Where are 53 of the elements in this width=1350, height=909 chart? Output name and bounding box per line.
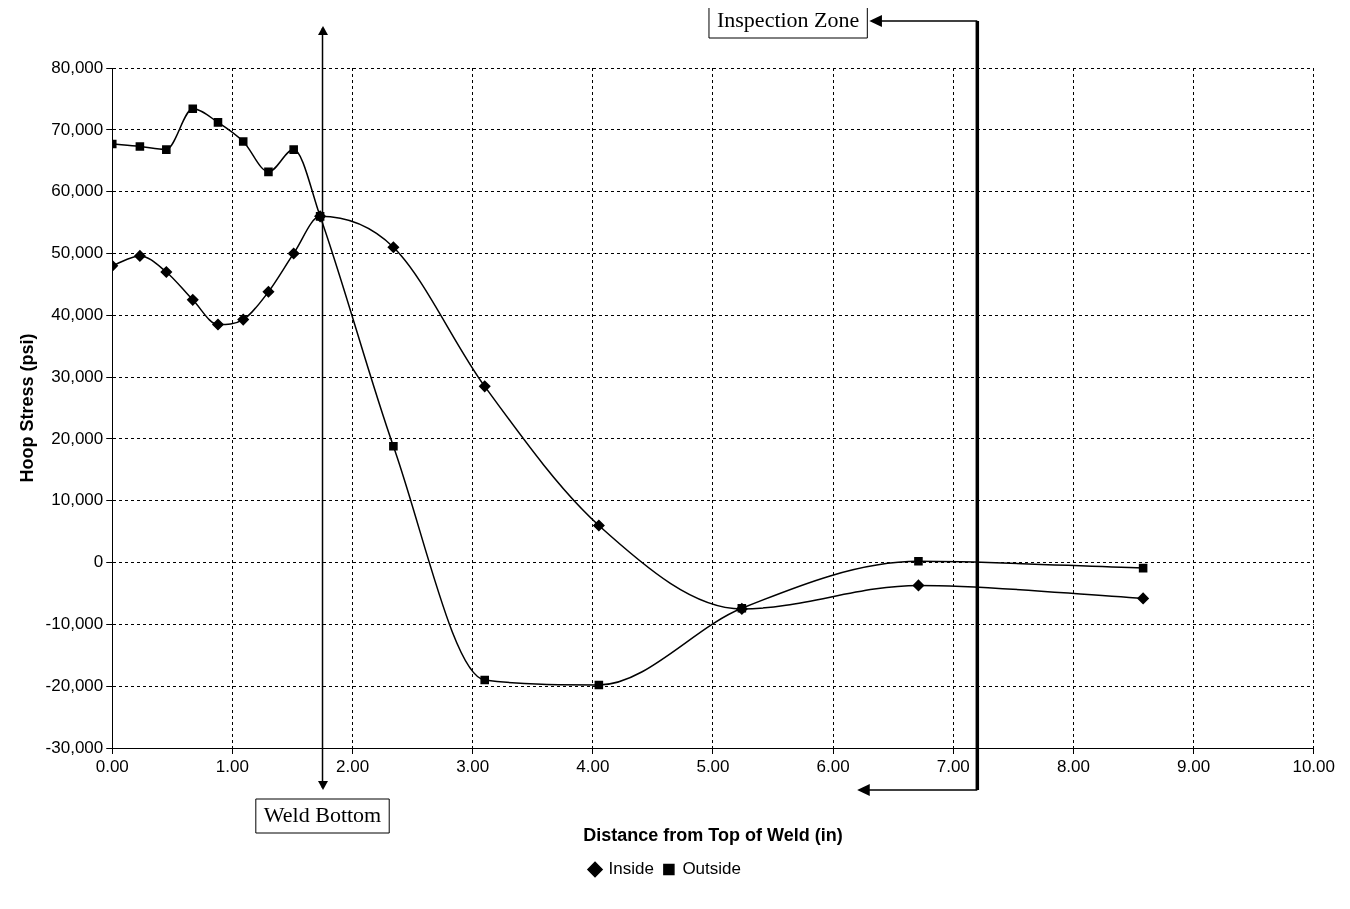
point — [912, 579, 925, 592]
y-tick-label: -10,000 — [45, 614, 104, 634]
point — [188, 104, 198, 114]
point — [914, 557, 923, 566]
point — [389, 442, 398, 451]
point — [1138, 563, 1148, 573]
y-tick-label: -20,000 — [45, 675, 104, 695]
ref-line-label: Weld Bottom — [263, 801, 382, 827]
y-tick-label: 80,000 — [51, 57, 104, 77]
point — [387, 241, 400, 254]
x-tick-label: 3.00 — [456, 756, 490, 776]
point — [594, 680, 604, 690]
x-tick-label: 10.00 — [1292, 756, 1335, 776]
x-tick-label: 4.00 — [576, 756, 610, 776]
y-tick-label: 40,000 — [51, 304, 104, 324]
x-tick-label: 6.00 — [816, 756, 850, 776]
point — [289, 145, 298, 154]
ref-line-label: Inspection Zone — [716, 6, 860, 32]
y-tick-label: 0 — [93, 552, 104, 572]
point — [237, 313, 249, 326]
y-tick-label: 30,000 — [51, 366, 104, 386]
x-tick-label: 8.00 — [1056, 756, 1090, 776]
point — [287, 247, 300, 260]
point — [187, 294, 199, 306]
legend-label: Inside — [608, 859, 654, 879]
y-tick-label: 10,000 — [51, 490, 104, 510]
x-tick-label: 5.00 — [696, 756, 730, 776]
x-tick-label: 9.00 — [1177, 756, 1211, 776]
y-tick-label: -30,000 — [45, 737, 104, 757]
point — [162, 145, 171, 154]
x-tick-label: 2.00 — [336, 756, 370, 776]
legend-label: Outside — [682, 859, 741, 879]
y-tick-label: 60,000 — [51, 181, 104, 201]
point — [135, 142, 145, 151]
y-axis-title: Hoop Stress (psi) — [16, 333, 37, 483]
point — [262, 286, 275, 298]
point — [238, 137, 248, 146]
point — [212, 318, 224, 331]
point — [160, 266, 173, 278]
y-tick-label: 20,000 — [51, 428, 104, 448]
point — [264, 167, 273, 177]
x-axis-title: Distance from Top of Weld (in) — [583, 825, 843, 846]
point — [480, 675, 489, 685]
y-tick-label: 70,000 — [51, 119, 104, 139]
point — [134, 250, 146, 262]
point — [478, 380, 491, 393]
point — [213, 118, 223, 127]
point — [593, 519, 605, 532]
point — [1137, 592, 1149, 605]
x-tick-label: 7.00 — [936, 756, 970, 776]
x-tick-label: 1.00 — [215, 756, 249, 776]
x-tick-label: 0.00 — [95, 756, 129, 776]
y-tick-label: 50,000 — [51, 243, 104, 263]
